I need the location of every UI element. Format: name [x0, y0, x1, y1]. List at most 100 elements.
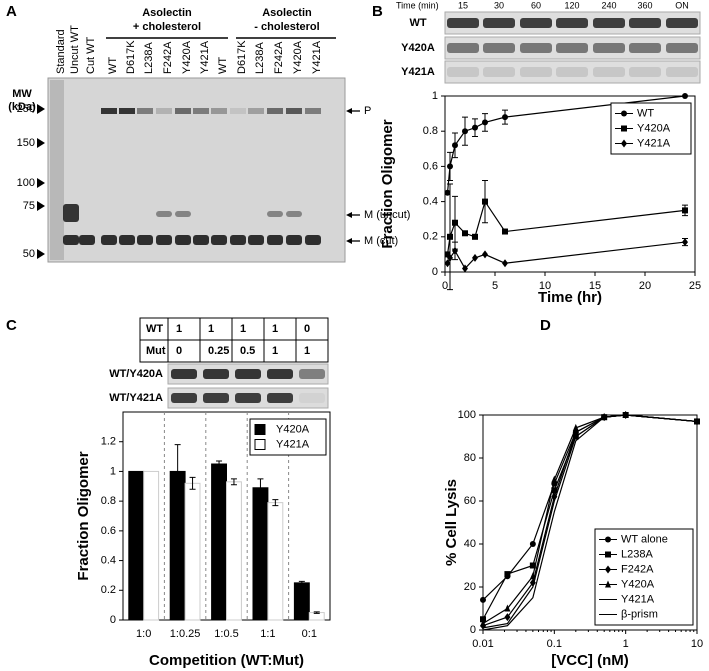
- gel-band: [483, 67, 515, 77]
- gel-band: [556, 18, 588, 28]
- table-cell: [263, 339, 297, 363]
- mw-arrow: [37, 201, 45, 211]
- gel-band: [305, 235, 321, 245]
- gel-band: [230, 235, 246, 245]
- band-arrowhead: [346, 212, 352, 218]
- gel-band: [203, 369, 229, 379]
- gel-band: [556, 43, 588, 53]
- gel-band: [267, 211, 283, 217]
- legend-swatch: [254, 439, 266, 450]
- gel-band: [520, 18, 552, 28]
- gel-band: [235, 393, 261, 403]
- time-label: 360: [637, 0, 652, 10]
- gel-band: [267, 393, 293, 403]
- table-text: 1: [240, 323, 246, 335]
- y-tick-label: 1.2: [101, 436, 116, 448]
- error-bar: [257, 478, 264, 498]
- error-bar: [272, 499, 279, 507]
- error-bar: [174, 444, 181, 499]
- y-axis-label: Fraction Oligomer: [379, 119, 396, 248]
- table-text: 1: [304, 345, 310, 357]
- legend-label: Y420A: [276, 423, 310, 435]
- bar: [128, 470, 145, 621]
- gel-band: [137, 108, 153, 114]
- table-text: 0: [304, 323, 310, 335]
- band-arrowhead: [346, 108, 352, 114]
- y-tick-label: 0.6: [101, 525, 116, 537]
- marker: [605, 551, 611, 558]
- gel-band: [203, 393, 229, 403]
- error-bar: [472, 118, 478, 137]
- y-tick-label: 1: [432, 90, 438, 102]
- lane-label: L238A: [254, 42, 266, 74]
- table-text: 0: [176, 345, 182, 357]
- lane-label: Cut WT: [85, 36, 97, 74]
- table-text: 1: [272, 323, 278, 335]
- marker: [444, 251, 451, 258]
- bar: [184, 482, 201, 621]
- error-bar: [482, 179, 488, 224]
- gel-band: [483, 18, 515, 28]
- marker: [502, 259, 508, 268]
- legend-label: WT alone: [621, 533, 668, 545]
- mw-label: 150: [17, 137, 35, 149]
- marker: [462, 230, 468, 237]
- gel-band: [248, 108, 264, 114]
- panel-label: C: [6, 317, 17, 334]
- gel-band: [63, 204, 79, 222]
- gel-band: [286, 211, 302, 217]
- x-tick-label: 0: [442, 280, 448, 292]
- x-axis-label: Competition (WT:Mut): [149, 652, 304, 669]
- marker: [621, 110, 627, 117]
- legend-label: Y420A: [637, 122, 671, 134]
- x-tick-label: 25: [689, 280, 701, 292]
- plot-frame: [482, 414, 698, 631]
- marker: [504, 604, 511, 612]
- legend-label: WT: [637, 107, 654, 119]
- marker: [447, 253, 453, 262]
- marker: [472, 233, 478, 240]
- x-tick-label: 5: [492, 280, 498, 292]
- table-cell: [167, 317, 201, 341]
- x-tick-label: 15: [589, 280, 601, 292]
- table-text: Mut: [146, 345, 166, 357]
- marker: [551, 487, 558, 494]
- group-label: - cholesterol: [254, 21, 319, 33]
- gel-band: [193, 235, 209, 245]
- x-tick-label: 1:0: [136, 628, 151, 640]
- gel-band: [211, 108, 227, 114]
- gel-band: [666, 67, 698, 77]
- lane-label: Y420A: [292, 40, 304, 74]
- gel-row-label: Y420A: [401, 42, 435, 54]
- marker: [480, 616, 486, 623]
- gel-band: [299, 369, 325, 379]
- gel-band: [235, 369, 261, 379]
- gel-band: [230, 108, 246, 114]
- error-bar: [502, 109, 508, 125]
- x-tick-label: 1: [623, 638, 629, 650]
- marker: [605, 580, 611, 588]
- group-label: + cholesterol: [133, 21, 201, 33]
- marker: [605, 536, 611, 543]
- y-tick-label: 60: [464, 495, 476, 507]
- table-text: 1: [272, 345, 278, 357]
- mw-arrow: [37, 178, 45, 188]
- error-bar: [682, 238, 688, 247]
- x-tick-label: 1:1: [260, 628, 275, 640]
- series-line: [482, 414, 698, 631]
- error-bar: [313, 611, 320, 614]
- error-bar: [482, 113, 488, 132]
- error-bar: [216, 460, 223, 468]
- bar: [267, 502, 284, 621]
- error-bar: [462, 116, 468, 146]
- legend-box: [594, 528, 694, 626]
- marker: [572, 423, 579, 431]
- legend-label: β-prism: [621, 608, 658, 620]
- legend-label: Y420A: [621, 578, 655, 590]
- x-axis-label: [VCC] (nM): [551, 652, 628, 669]
- table-text: 1: [176, 323, 182, 335]
- gel-row-label: WT/Y421A: [109, 392, 163, 404]
- gel-band: [447, 43, 479, 53]
- y-tick-label: 0: [432, 266, 438, 278]
